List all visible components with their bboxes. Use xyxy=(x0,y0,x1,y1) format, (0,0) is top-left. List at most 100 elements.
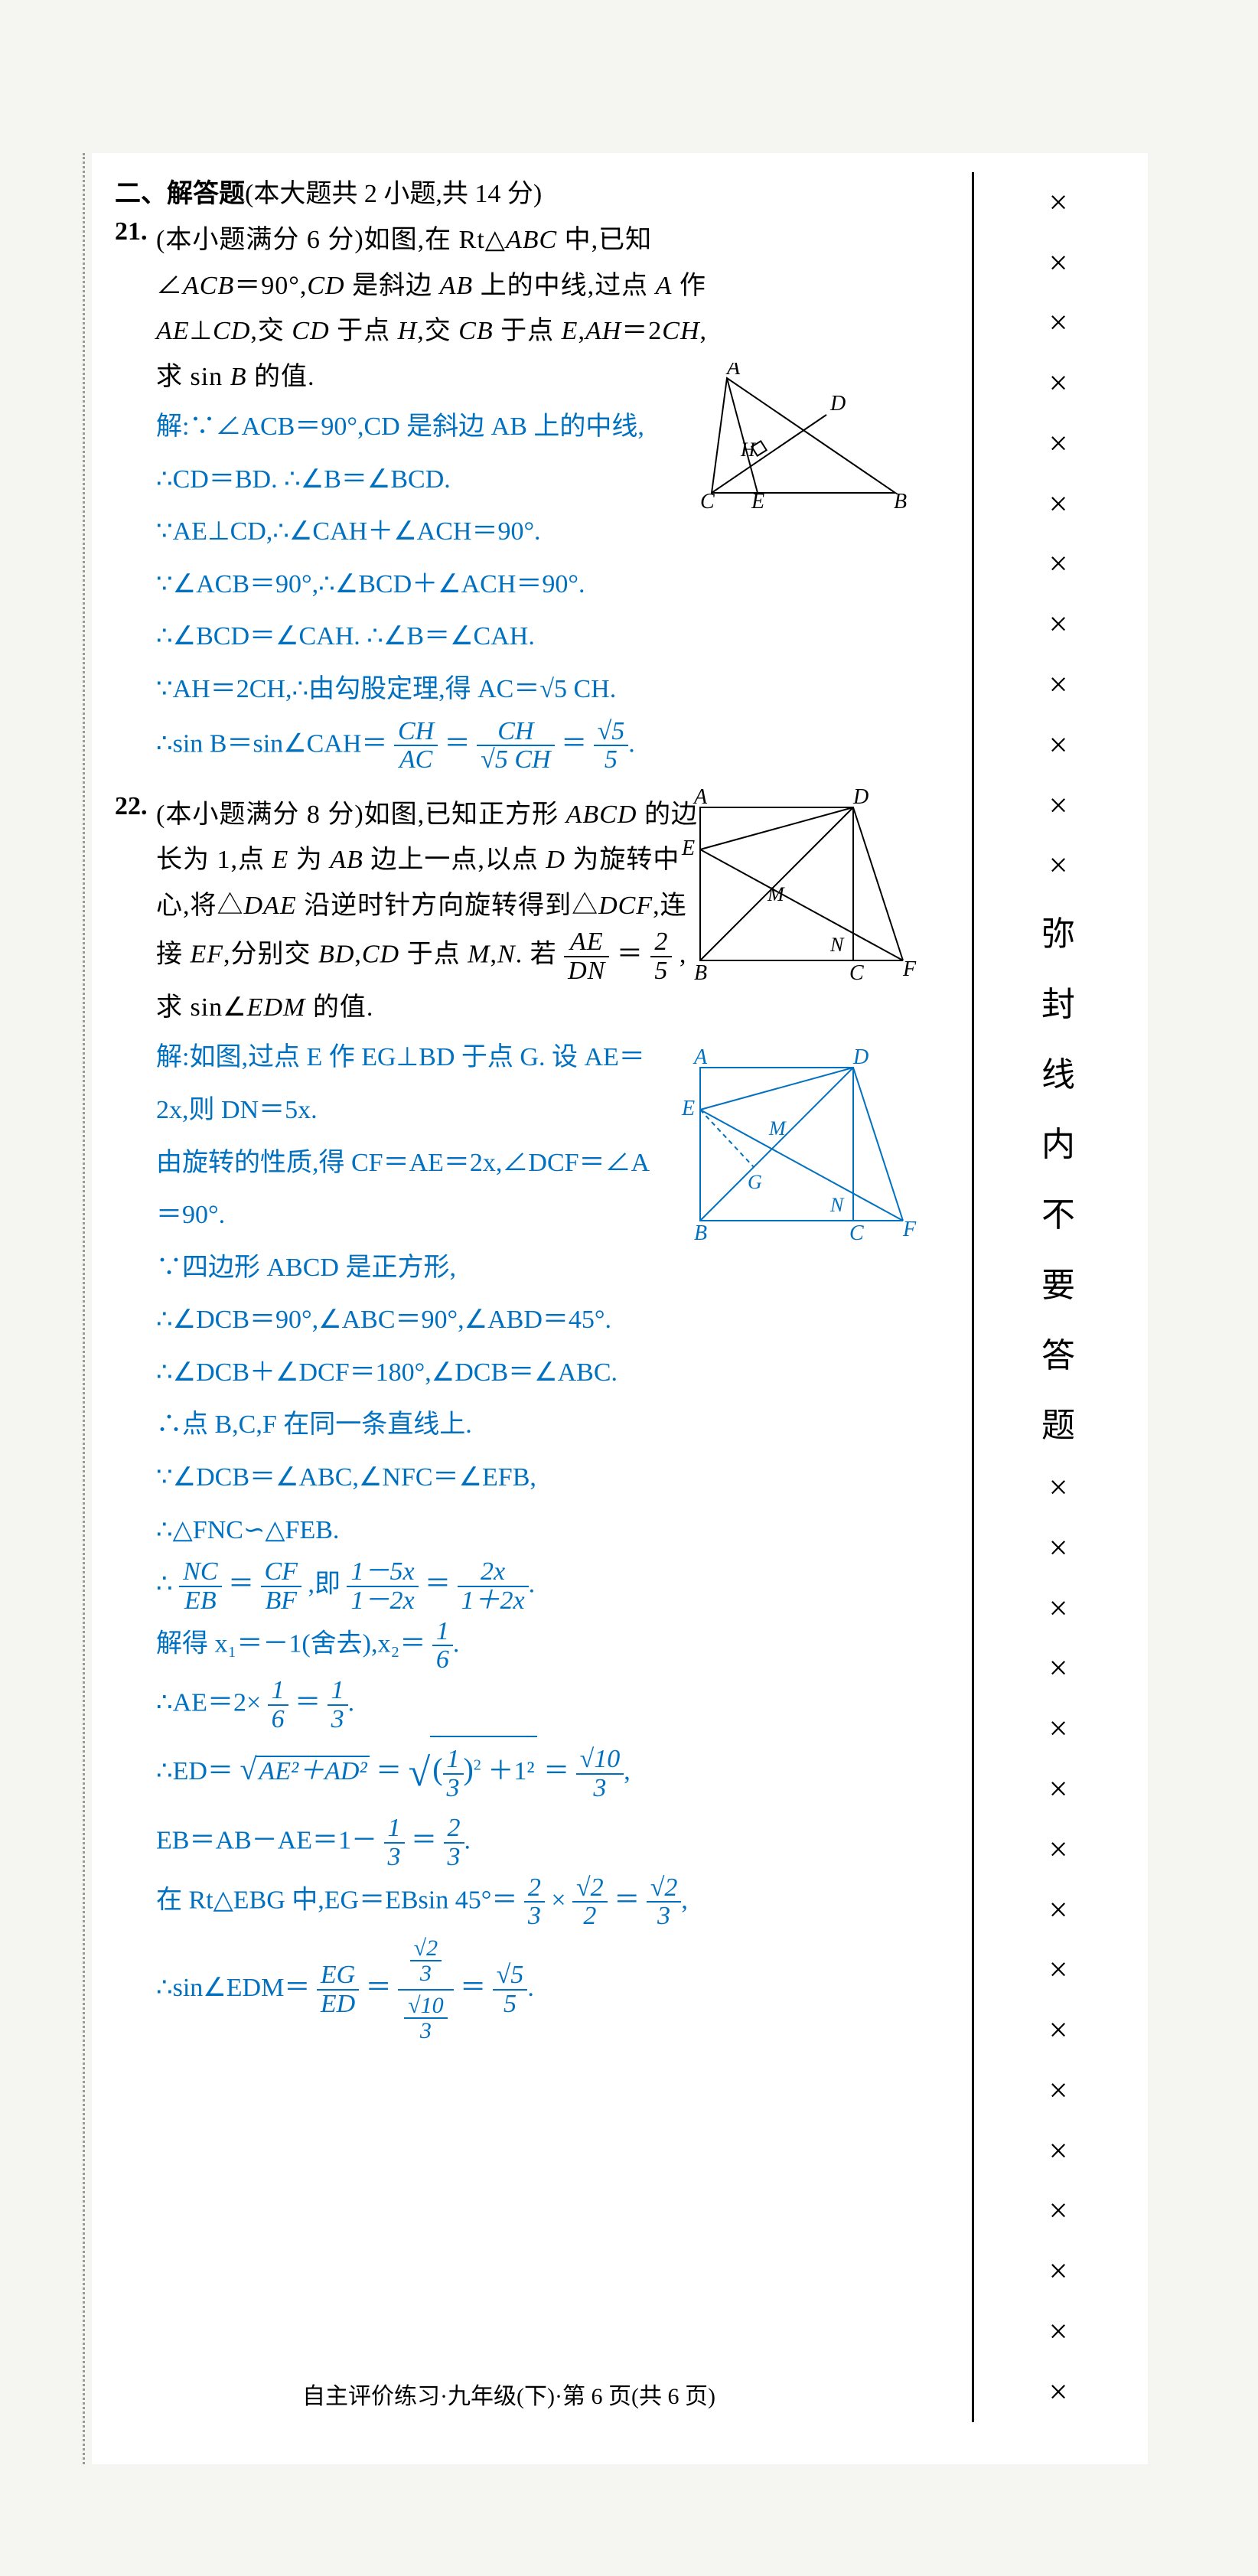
sol-line: ∴AE＝2× 16 ＝ 13. xyxy=(156,1677,949,1733)
fraction: 13 xyxy=(328,1677,348,1733)
margin-seal-char: 封 xyxy=(1041,977,1075,1026)
margin-x-symbol: × xyxy=(1049,786,1068,825)
margin-x-symbol: × xyxy=(1049,1648,1068,1687)
margin-seal-char: 弥 xyxy=(1041,906,1075,955)
problem-number: 21. xyxy=(115,217,148,246)
fraction: AEDN xyxy=(564,928,609,984)
margin-x-symbol: × xyxy=(1049,1528,1068,1567)
margin-seal-char: 不 xyxy=(1041,1187,1075,1236)
margin-x-symbol: × xyxy=(1049,846,1068,885)
fraction: √55 xyxy=(594,718,629,774)
figure-21: A C B D E H xyxy=(696,363,911,520)
margin-x-symbol: × xyxy=(1049,484,1068,523)
sol-line: ∵AH＝2CH,∴由勾股定理,得 AC＝√5 CH. xyxy=(156,665,722,715)
fraction: 23 xyxy=(444,1815,464,1870)
margin-x-symbol: × xyxy=(1049,1890,1068,1929)
square-diagram-2: A D E B C F M N G xyxy=(677,1045,922,1259)
fraction: CHAC xyxy=(394,718,438,774)
margin-x-symbol: × xyxy=(1049,303,1068,342)
sol-line: ∵四边形 ABCD 是正方形, xyxy=(156,1244,707,1293)
sol-line: ＝90°. xyxy=(156,1191,707,1241)
square-diagram-1: A D E B C F M N xyxy=(677,784,922,999)
sol-line: ∴∠DCB＋∠DCF＝180°,∠DCB＝∠ABC. xyxy=(156,1348,949,1398)
margin-x-symbol: × xyxy=(1049,243,1068,282)
margin-seal-char: 答 xyxy=(1041,1328,1075,1377)
margin-x-symbol: × xyxy=(1049,1589,1068,1628)
svg-text:D: D xyxy=(852,1045,869,1069)
svg-text:B: B xyxy=(694,961,707,985)
fraction: 13 xyxy=(443,1746,464,1802)
svg-text:E: E xyxy=(751,490,764,514)
points-label: (本小题满分 6 分) xyxy=(156,226,364,254)
figure-22a: A D E B C F M N xyxy=(677,784,922,1003)
content-area: 二、解答题(本大题共 2 小题,共 14 分) 21. (本小题满分 6 分)如… xyxy=(115,172,949,2065)
fraction: 1－5x1－2x xyxy=(347,1558,418,1614)
svg-text:C: C xyxy=(849,1221,864,1245)
margin-x-symbol: × xyxy=(1049,544,1068,583)
sol-line: ∴sin∠EDM＝ EGED ＝ √23 √103 ＝ √55. xyxy=(156,1933,949,2046)
margin-x-symbol: × xyxy=(1049,1709,1068,1748)
margin-seal-char: 题 xyxy=(1041,1397,1075,1446)
fraction: CH√5 CH xyxy=(477,718,554,774)
margin-x-symbol: × xyxy=(1049,2131,1068,2170)
sol-line: ∵∠DCB＝∠ABC,∠NFC＝∠EFB, xyxy=(156,1453,949,1503)
margin-x-symbol: × xyxy=(1049,364,1068,403)
sol-line: ∴CD＝BD. ∴∠B＝∠BCD. xyxy=(156,455,722,505)
fraction: 2x1＋2x xyxy=(458,1558,529,1614)
fraction: 23 xyxy=(524,1874,545,1930)
sol-line: ∴sin B＝sin∠CAH＝ CHAC ＝ CH√5 CH ＝ √55. xyxy=(156,718,722,774)
svg-text:M: M xyxy=(767,883,785,905)
svg-text:D: D xyxy=(852,785,869,809)
margin-x-symbol: × xyxy=(1049,424,1068,463)
seal-margin-content: ××××××××××××弥封线内不要答题×××××××××××××××× xyxy=(997,172,1119,2422)
margin-x-symbol: × xyxy=(1049,1769,1068,1808)
sol-line: 在 Rt△EBG 中,EG＝EBsin 45°＝ 23 × √22 ＝ √23, xyxy=(156,1874,949,1930)
margin-seal-char: 线 xyxy=(1041,1047,1075,1096)
svg-text:N: N xyxy=(829,934,845,956)
problem-21: 21. (本小题满分 6 分)如图,在 Rt△ABC 中,已知∠ACB＝90°,… xyxy=(115,217,949,774)
svg-text:G: G xyxy=(748,1171,762,1193)
page-footer: 自主评价练习·九年级(下)·第 6 页(共 6 页) xyxy=(92,2377,926,2411)
problem-22: 22. (本小题满分 8 分)如图,已知正方形 ABCD 的边长为 1,点 E … xyxy=(115,792,949,2046)
margin-x-symbol: × xyxy=(1049,2010,1068,2049)
sol-line: ∴∠BCD＝∠CAH. ∴∠B＝∠CAH. xyxy=(156,612,722,662)
svg-text:A: A xyxy=(693,1045,708,1069)
margin-x-symbol: × xyxy=(1049,183,1068,222)
fraction: 16 xyxy=(432,1618,453,1674)
section-header: 二、解答题(本大题共 2 小题,共 14 分) xyxy=(115,172,949,210)
sol-line: ∴点 B,C,F 在同一条直线上. xyxy=(156,1400,949,1450)
sol-line: 解:如图,过点 E 作 EG⊥BD 于点 G. 设 AE＝ xyxy=(156,1033,707,1083)
margin-x-symbol: × xyxy=(1049,605,1068,644)
sol-line: ∴ED＝ √AE²＋AD² ＝ √ (13)2 ＋1² ＝ √103, xyxy=(156,1736,949,1811)
sol-line: ∵∠ACB＝90°,∴∠BCD＋∠ACH＝90°. xyxy=(156,560,722,610)
seal-margin: ××××××××××××弥封线内不要答题×××××××××××××××× xyxy=(972,172,1125,2422)
triangle-diagram: A C B D E H xyxy=(696,363,911,516)
margin-x-symbol: × xyxy=(1049,2191,1068,2230)
fraction: 16 xyxy=(268,1677,288,1733)
fraction: √22 xyxy=(572,1874,608,1930)
nested-fraction: √23 √103 xyxy=(398,1933,453,2046)
page-container: 二、解答题(本大题共 2 小题,共 14 分) 21. (本小题满分 6 分)如… xyxy=(92,153,1148,2464)
svg-text:H: H xyxy=(740,439,756,461)
problem-21-solution: 解:∵∠ACB＝90°,CD 是斜边 AB 上的中线, ∴CD＝BD. ∴∠B＝… xyxy=(156,403,722,774)
sol-line: 2x,则 DN＝5x. xyxy=(156,1086,707,1136)
fraction: 13 xyxy=(384,1815,405,1870)
problem-22-text: (本小题满分 8 分)如图,已知正方形 ABCD 的边长为 1,点 E 为 AB… xyxy=(156,792,707,1030)
svg-text:N: N xyxy=(829,1194,845,1216)
section-subtitle: (本大题共 2 小题,共 14 分) xyxy=(245,180,542,208)
sol-line: ∵AE⊥CD,∴∠CAH＋∠ACH＝90°. xyxy=(156,507,722,557)
svg-text:A: A xyxy=(725,363,741,380)
svg-text:M: M xyxy=(768,1117,787,1140)
problem-21-text: (本小题满分 6 分)如图,在 Rt△ABC 中,已知∠ACB＝90°,CD 是… xyxy=(156,217,722,399)
margin-x-symbol: × xyxy=(1049,2372,1068,2411)
svg-text:C: C xyxy=(700,490,715,514)
margin-seal-char: 要 xyxy=(1041,1257,1075,1306)
svg-text:B: B xyxy=(694,1221,707,1245)
fraction: 25 xyxy=(650,928,672,984)
problem-number: 22. xyxy=(115,792,148,821)
figure-22b: A D E B C F M N G xyxy=(677,1045,922,1263)
svg-text:A: A xyxy=(693,785,708,809)
svg-text:C: C xyxy=(849,961,864,985)
margin-x-symbol: × xyxy=(1049,1830,1068,1869)
sol-line: ∴ NCEB ＝ CFBF ,即 1－5x1－2x ＝ 2x1＋2x. xyxy=(156,1558,949,1614)
